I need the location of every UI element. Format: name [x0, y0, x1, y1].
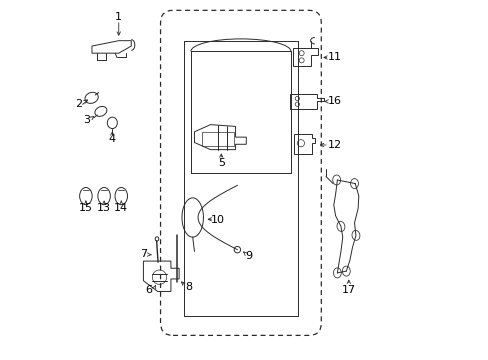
- Text: 13: 13: [97, 203, 111, 212]
- Text: 2: 2: [75, 99, 82, 109]
- Text: 5: 5: [217, 158, 224, 168]
- Text: 17: 17: [341, 285, 355, 295]
- Bar: [201, 132, 233, 146]
- Text: 7: 7: [140, 249, 147, 259]
- Text: 3: 3: [83, 115, 90, 125]
- Text: 11: 11: [327, 53, 341, 63]
- Text: 10: 10: [210, 215, 224, 225]
- Text: 9: 9: [244, 251, 252, 261]
- Text: 14: 14: [114, 203, 128, 212]
- Text: 6: 6: [145, 285, 152, 295]
- Text: 4: 4: [108, 134, 116, 144]
- Text: 1: 1: [115, 12, 122, 22]
- Text: 16: 16: [327, 96, 341, 107]
- Text: 8: 8: [185, 282, 192, 292]
- Text: 12: 12: [327, 140, 341, 150]
- Text: 15: 15: [79, 203, 93, 212]
